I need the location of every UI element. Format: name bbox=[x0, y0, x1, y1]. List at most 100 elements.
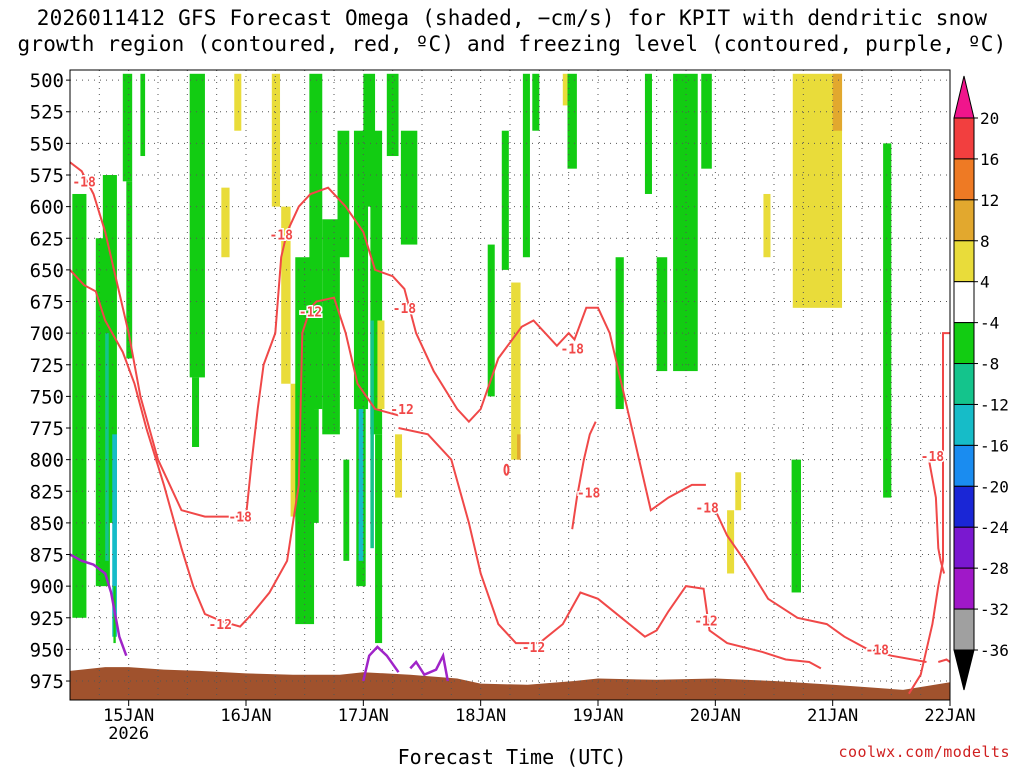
y-tick-label: 625 bbox=[30, 228, 64, 250]
colorbar-label: -20 bbox=[980, 477, 1009, 496]
y-tick-label: 900 bbox=[30, 576, 64, 598]
omega-region bbox=[370, 320, 374, 549]
omega-region bbox=[701, 73, 712, 169]
dendritic-contour-line bbox=[908, 332, 950, 695]
colorbar-swatch bbox=[953, 281, 975, 324]
dendritic-contour-loop bbox=[503, 463, 510, 476]
y-tick-label: 875 bbox=[30, 545, 64, 567]
contour-labels: -18 -18 -12 -18 -12 -18 -12 -12 -18 -18 -18 -12 -18 -… bbox=[71, 174, 946, 660]
contour-label: -18 bbox=[921, 450, 945, 465]
contour-label: -18 bbox=[577, 487, 601, 502]
y-tick-label: 850 bbox=[30, 513, 64, 535]
colorbar-swatch bbox=[953, 158, 975, 201]
terrain-surface bbox=[70, 667, 950, 700]
colorbar-swatch bbox=[953, 485, 975, 528]
colorbar-swatch bbox=[953, 444, 975, 487]
omega-region bbox=[343, 459, 350, 561]
y-tick-label: 700 bbox=[30, 323, 64, 345]
omega-region bbox=[281, 206, 291, 384]
x-tick-label: 20JAN bbox=[690, 706, 741, 726]
colorbar-label: -32 bbox=[980, 600, 1009, 619]
y-tick-label: 750 bbox=[30, 386, 64, 408]
omega-region bbox=[562, 73, 570, 106]
credit-link[interactable]: coolwx.com/modelts bbox=[838, 743, 1010, 761]
y-tick-label: 675 bbox=[30, 292, 64, 314]
x-tick-label: 21JAN bbox=[807, 706, 858, 726]
omega-region bbox=[883, 143, 892, 498]
y-tick-label: 575 bbox=[30, 165, 64, 187]
omega-region bbox=[311, 409, 319, 523]
omega-region bbox=[358, 409, 364, 561]
contour-label: -18 bbox=[269, 228, 293, 243]
x-tick-label: 16JAN bbox=[220, 706, 271, 726]
contour-label: -18 bbox=[228, 511, 252, 526]
y-tick-label: 725 bbox=[30, 355, 64, 377]
colorbar-label: -24 bbox=[980, 518, 1009, 537]
dendritic-contour-line bbox=[938, 658, 950, 663]
omega-region bbox=[375, 434, 383, 644]
plot-axes bbox=[69, 69, 951, 701]
colorbar-swatch bbox=[953, 322, 975, 365]
y-tick-label: 775 bbox=[30, 418, 64, 440]
contour-label: -12 bbox=[694, 614, 717, 629]
chart-title-line-1: 2026011412 GFS Forecast Omega (shaded, −… bbox=[36, 6, 988, 30]
x-tick-label: 17JAN bbox=[338, 706, 389, 726]
colorbar-label: 8 bbox=[980, 232, 990, 251]
dendritic-contour-line bbox=[398, 427, 822, 670]
contour-label: -12 bbox=[522, 641, 545, 656]
terrain-layer bbox=[70, 667, 950, 700]
freezing-level-line bbox=[409, 651, 450, 682]
colorbar-label: 12 bbox=[980, 191, 999, 210]
omega-region bbox=[501, 130, 509, 270]
contour-label: -18 bbox=[393, 302, 417, 317]
chart-title-line-2: growth region (contoured, red, ºC) and f… bbox=[17, 32, 1007, 56]
y-tick-label: 825 bbox=[30, 481, 64, 503]
x-tick-label: 18JAN bbox=[455, 706, 506, 726]
colorbar-swatch bbox=[953, 199, 975, 242]
omega-region bbox=[221, 187, 230, 258]
omega-region bbox=[309, 73, 323, 410]
y-tick-label: 800 bbox=[30, 450, 64, 472]
dendritic-contour-line bbox=[714, 509, 927, 663]
x-tick-sublabel: 2026 bbox=[108, 724, 149, 744]
omega-region bbox=[386, 73, 399, 157]
contour-lines bbox=[70, 161, 950, 695]
omega-region bbox=[140, 73, 146, 157]
color-scale-bar: 20 16 12 8 4 -4 -8 -12 -16 -20 -24 -28 -32 -36 bbox=[953, 75, 1009, 691]
pressure-tick-labels: 500 525 550 575 600 625 650 675 700 725 750 775 800 8… bbox=[30, 70, 70, 693]
contour-label: -18 bbox=[72, 175, 96, 190]
omega-region bbox=[532, 73, 540, 131]
plot-frame bbox=[69, 69, 951, 701]
dendritic-contour-line bbox=[70, 161, 706, 518]
omega-region bbox=[377, 320, 385, 410]
omega-region bbox=[735, 472, 742, 511]
y-tick-label: 950 bbox=[30, 639, 64, 661]
omega-region bbox=[337, 130, 350, 258]
omega-region bbox=[370, 130, 383, 435]
y-tick-label: 550 bbox=[30, 133, 64, 155]
omega-region bbox=[567, 73, 577, 169]
x-tick-label: 22JAN bbox=[924, 706, 975, 726]
omega-region bbox=[615, 257, 624, 410]
colorbar-swatch bbox=[953, 240, 975, 283]
colorbar-label: -4 bbox=[980, 314, 999, 333]
colorbar-top-arrow bbox=[953, 75, 975, 119]
dendritic-contour-line bbox=[70, 269, 399, 628]
x-tick-label: 15JAN bbox=[103, 706, 154, 726]
y-tick-label: 925 bbox=[30, 608, 64, 630]
omega-region bbox=[673, 73, 698, 372]
freezing-level-line bbox=[362, 645, 400, 682]
colorbar-label: 20 bbox=[980, 109, 999, 128]
freezing-level-line bbox=[70, 553, 128, 657]
contour-label: -12 bbox=[299, 306, 322, 321]
omega-region bbox=[644, 73, 652, 194]
omega-region bbox=[126, 181, 133, 359]
colorbar-swatch bbox=[953, 608, 975, 651]
omega-region bbox=[400, 130, 418, 245]
omega-region bbox=[832, 73, 843, 131]
omega-region bbox=[791, 459, 801, 593]
colorbar-label: -8 bbox=[980, 355, 999, 374]
x-axis-title: Forecast Time (UTC) bbox=[397, 745, 627, 769]
y-tick-label: 525 bbox=[30, 102, 64, 124]
